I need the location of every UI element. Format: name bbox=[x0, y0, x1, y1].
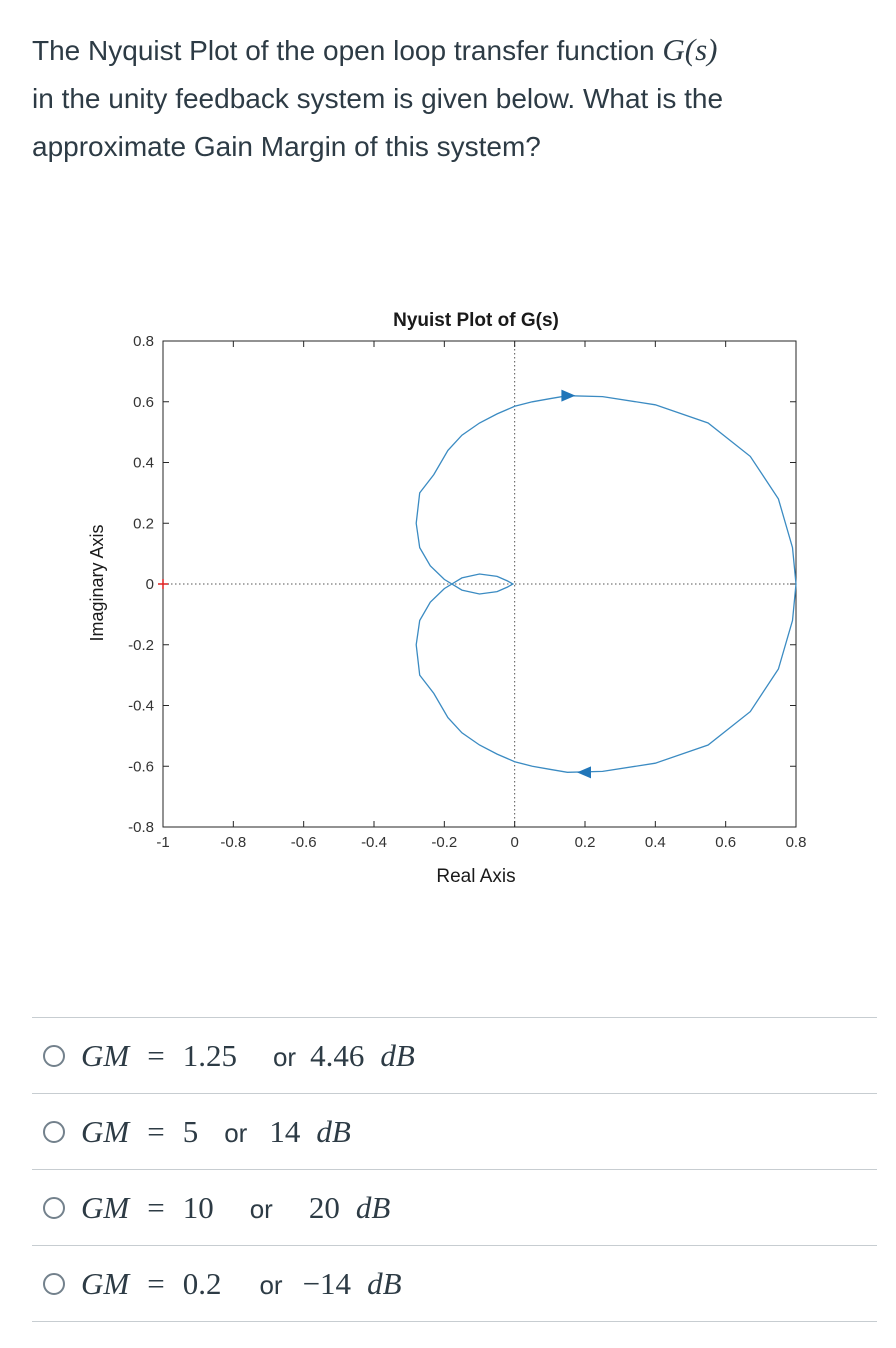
y-tick-label: 0.4 bbox=[133, 455, 154, 472]
answer-option-3[interactable]: GM = 10 or 20 dB bbox=[32, 1169, 877, 1245]
y-tick-label: -0.6 bbox=[128, 758, 154, 775]
answer-options: GM = 1.25 or 4.46 dB GM = 5 or 14 dB GM = 10 or 20 dB G… bbox=[32, 1017, 877, 1322]
nyquist-curve bbox=[415, 395, 797, 773]
radio-button[interactable] bbox=[43, 1120, 65, 1143]
direction-arrow-lower bbox=[577, 766, 591, 779]
option-label: GM = 10 or 20 dB bbox=[81, 1189, 391, 1225]
question-line-2: in the unity feedback system is given be… bbox=[32, 83, 724, 114]
option-label: GM = 1.25 or 4.46 dB bbox=[81, 1037, 415, 1073]
x-tick-label: 0.4 bbox=[645, 834, 666, 851]
options-bottom-divider bbox=[32, 1321, 877, 1322]
question-text: The Nyquist Plot of the open loop transf… bbox=[32, 26, 862, 171]
option-label: GM = 5 or 14 dB bbox=[81, 1113, 351, 1149]
y-tick-label: 0.2 bbox=[133, 515, 154, 532]
option-label: GM = 0.2 or −14 dB bbox=[81, 1265, 402, 1301]
question-line-1: The Nyquist Plot of the open loop transf… bbox=[32, 32, 718, 67]
y-tick-label: 0 bbox=[146, 576, 154, 593]
x-tick-label: -0.2 bbox=[431, 834, 457, 851]
x-tick-label: -1 bbox=[156, 834, 169, 851]
x-tick-label: -0.4 bbox=[361, 834, 387, 851]
radio-button[interactable] bbox=[43, 1196, 65, 1219]
x-tick-label: 0.6 bbox=[715, 834, 736, 851]
transfer-function-math: G(s) bbox=[662, 32, 718, 67]
y-tick-label: -0.2 bbox=[128, 637, 154, 654]
answer-option-4[interactable]: GM = 0.2 or −14 dB bbox=[32, 1245, 877, 1321]
nyquist-plot: Nyuist Plot of G(s) Imaginary Axis Real … bbox=[87, 310, 807, 887]
x-tick-label: 0 bbox=[510, 834, 518, 851]
radio-button[interactable] bbox=[43, 1272, 65, 1295]
chart-title: Nyuist Plot of G(s) bbox=[393, 310, 559, 331]
x-axis-label: Real Axis bbox=[436, 866, 515, 887]
answer-option-1[interactable]: GM = 1.25 or 4.46 dB bbox=[32, 1017, 877, 1093]
x-tick-label: -0.8 bbox=[220, 834, 246, 851]
direction-arrow-upper bbox=[561, 389, 576, 402]
question-line-3: approximate Gain Margin of this system? bbox=[32, 131, 541, 162]
answer-option-2[interactable]: GM = 5 or 14 dB bbox=[32, 1093, 877, 1169]
x-tick-label: 0.2 bbox=[575, 834, 596, 851]
y-tick-label: -0.8 bbox=[128, 819, 154, 836]
y-tick-label: 0.8 bbox=[133, 333, 154, 350]
y-tick-label: -0.4 bbox=[128, 698, 154, 715]
y-tick-label: 0.6 bbox=[133, 394, 154, 411]
x-tick-label: 0.8 bbox=[786, 834, 807, 851]
y-axis-label: Imaginary Axis bbox=[87, 524, 107, 641]
radio-button[interactable] bbox=[43, 1044, 65, 1067]
x-tick-label: -0.6 bbox=[291, 834, 317, 851]
